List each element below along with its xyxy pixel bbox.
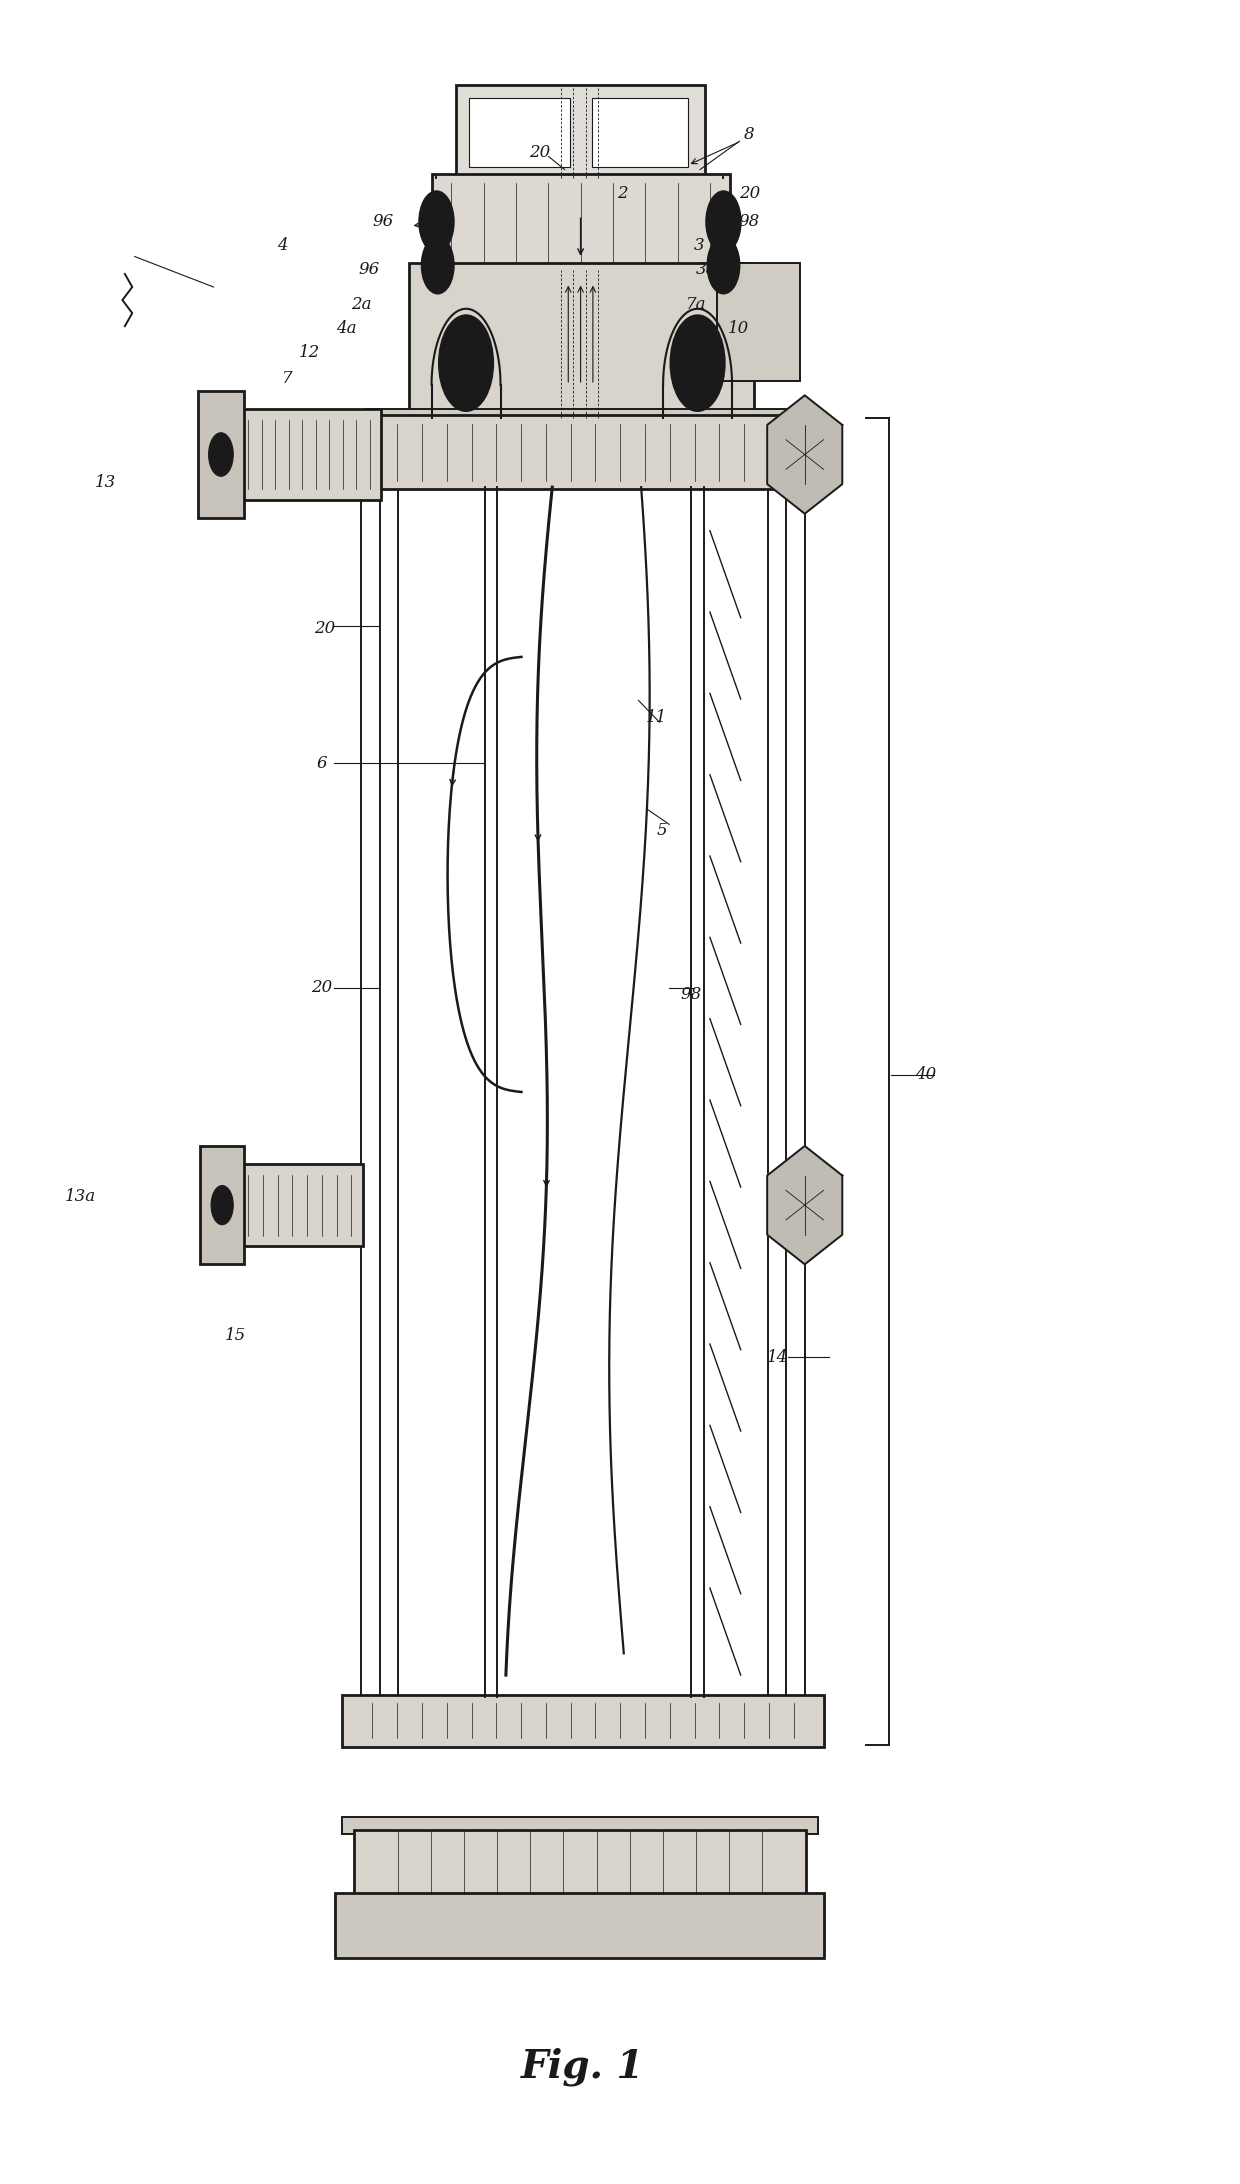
Circle shape: [428, 207, 445, 236]
Circle shape: [707, 192, 740, 251]
Text: 6: 6: [316, 756, 327, 771]
Text: 20: 20: [314, 620, 335, 638]
Text: Fig. 1: Fig. 1: [521, 2046, 645, 2086]
FancyBboxPatch shape: [200, 1147, 244, 1265]
Circle shape: [208, 432, 233, 476]
FancyBboxPatch shape: [342, 415, 825, 489]
FancyBboxPatch shape: [342, 1817, 818, 1835]
FancyBboxPatch shape: [591, 98, 688, 168]
FancyBboxPatch shape: [197, 391, 244, 518]
Text: 14: 14: [768, 1350, 789, 1365]
Text: 7: 7: [283, 369, 293, 387]
Text: 10: 10: [728, 319, 749, 336]
Text: 96: 96: [358, 262, 379, 277]
Text: 12: 12: [299, 343, 320, 360]
Circle shape: [211, 1186, 233, 1225]
Polygon shape: [768, 1147, 842, 1265]
Circle shape: [683, 336, 712, 389]
Circle shape: [671, 314, 724, 411]
Text: 98: 98: [683, 343, 704, 360]
Text: 8: 8: [744, 127, 755, 144]
Circle shape: [422, 236, 454, 293]
Text: 20: 20: [739, 186, 760, 201]
Circle shape: [439, 314, 494, 411]
Text: 5: 5: [656, 823, 667, 839]
FancyBboxPatch shape: [432, 175, 729, 271]
Text: 20: 20: [311, 978, 332, 996]
FancyBboxPatch shape: [469, 98, 569, 168]
FancyBboxPatch shape: [360, 419, 806, 1747]
Text: 13: 13: [94, 474, 115, 491]
Text: 98: 98: [681, 985, 702, 1002]
FancyBboxPatch shape: [237, 408, 381, 500]
Text: 2: 2: [618, 186, 627, 201]
Text: 96: 96: [373, 214, 394, 229]
FancyBboxPatch shape: [456, 85, 706, 181]
FancyBboxPatch shape: [366, 408, 800, 424]
FancyBboxPatch shape: [342, 1695, 825, 1747]
FancyBboxPatch shape: [353, 1830, 806, 1904]
Text: 20: 20: [529, 144, 551, 162]
Polygon shape: [768, 395, 842, 513]
FancyBboxPatch shape: [336, 1894, 825, 1957]
Text: 98: 98: [739, 214, 760, 229]
Text: 7a: 7a: [686, 295, 707, 312]
Circle shape: [430, 251, 445, 280]
Text: 3a: 3a: [696, 262, 717, 277]
Text: 4: 4: [278, 238, 288, 253]
FancyBboxPatch shape: [717, 262, 800, 380]
Text: 13a: 13a: [64, 1188, 95, 1206]
Circle shape: [708, 236, 739, 293]
Text: 40: 40: [915, 1066, 936, 1083]
Text: 2a: 2a: [351, 295, 372, 312]
Text: 4a: 4a: [336, 319, 357, 336]
Text: 3: 3: [693, 238, 704, 253]
Text: 11: 11: [646, 710, 667, 727]
Circle shape: [419, 192, 454, 251]
Circle shape: [451, 336, 481, 389]
FancyBboxPatch shape: [409, 262, 754, 419]
Circle shape: [715, 251, 732, 280]
Circle shape: [714, 207, 732, 236]
FancyBboxPatch shape: [237, 1164, 362, 1247]
Text: 15: 15: [226, 1328, 247, 1343]
